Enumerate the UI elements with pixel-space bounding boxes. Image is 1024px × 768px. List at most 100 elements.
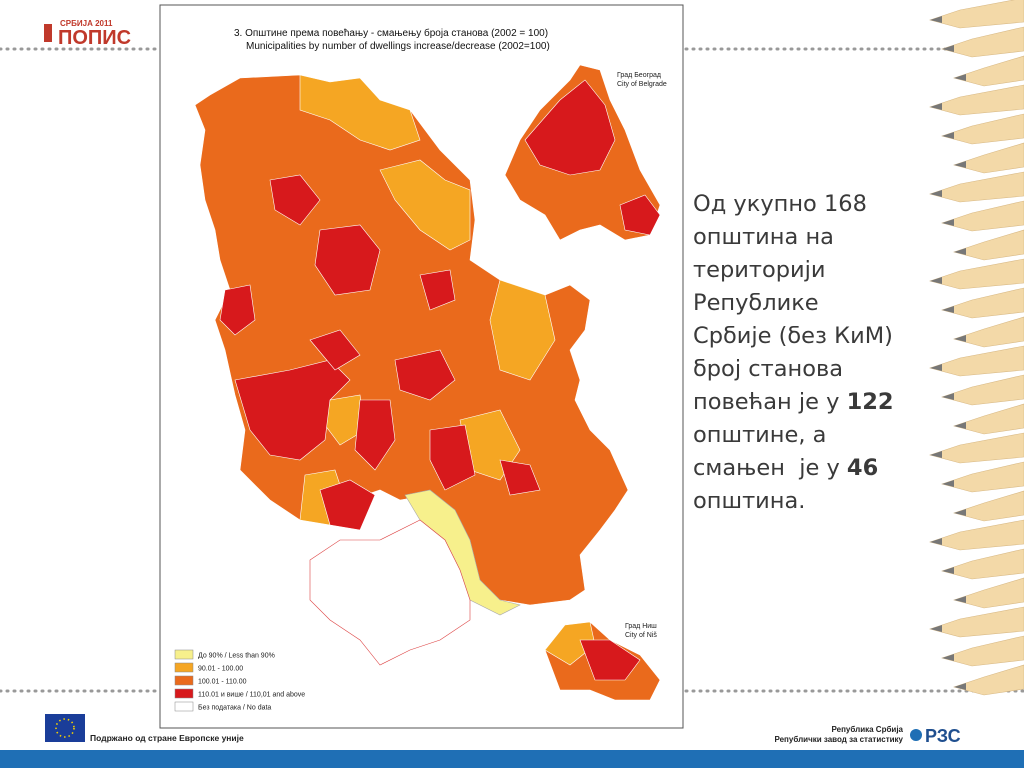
region xyxy=(299,74,421,151)
pencil xyxy=(928,171,1024,203)
pencil xyxy=(952,142,1024,174)
pencil-tip xyxy=(930,190,942,197)
map-subtitle: Municipalities by number of dwellings in… xyxy=(246,41,550,52)
pencil xyxy=(952,229,1024,261)
pencil-tip xyxy=(942,45,954,52)
pencil-tip xyxy=(954,422,966,429)
region xyxy=(419,269,456,311)
paragraph-line: смањен је у 46 xyxy=(693,452,894,485)
pencil-tip xyxy=(942,654,954,661)
pencil xyxy=(952,55,1024,87)
region xyxy=(379,159,471,251)
inset-label: City of Niš xyxy=(625,632,657,639)
legend-swatch xyxy=(174,701,194,712)
pencil xyxy=(952,316,1024,348)
pencil-tip xyxy=(942,567,954,574)
pencil xyxy=(940,374,1024,406)
region xyxy=(319,479,376,531)
region xyxy=(619,194,661,236)
region xyxy=(309,329,361,371)
legend-label: 90.01 - 100.00 xyxy=(198,666,243,673)
region xyxy=(489,279,556,381)
paragraph-line: Од укупно 168 xyxy=(693,191,867,217)
text: смањен је у xyxy=(693,455,847,481)
region xyxy=(354,399,396,471)
paragraph-line: број станова xyxy=(693,356,844,382)
pencil xyxy=(940,26,1024,58)
text: повећан је у xyxy=(693,389,847,415)
pencil xyxy=(940,548,1024,580)
region xyxy=(269,174,321,226)
eu-stars xyxy=(55,718,75,738)
pencil-tip xyxy=(930,625,942,632)
legend-label: 110.01 и више / 110,01 and above xyxy=(198,692,305,699)
paragraph-line: повећан је у 122 xyxy=(693,386,894,419)
footer-bar xyxy=(0,750,1024,768)
pencil xyxy=(928,606,1024,638)
inset-label: Град Београд xyxy=(617,72,661,79)
region xyxy=(234,359,351,461)
pencil xyxy=(940,635,1024,667)
footer-left: Подржано од стране Европске уније xyxy=(90,733,244,743)
pencil xyxy=(952,403,1024,435)
region xyxy=(314,224,381,296)
pencil xyxy=(928,258,1024,290)
region xyxy=(499,459,541,496)
pencil-tip xyxy=(954,74,966,81)
pencil-tip xyxy=(930,16,942,23)
pencil xyxy=(952,490,1024,522)
pencil-tip xyxy=(954,248,966,255)
legend-label: Без података / No data xyxy=(198,705,271,712)
pencil-tip xyxy=(954,335,966,342)
region xyxy=(524,79,616,176)
region xyxy=(544,621,596,666)
logo-icon xyxy=(44,24,52,42)
pencil xyxy=(928,0,1024,29)
paragraph-line: општина на xyxy=(693,224,834,250)
inset-label: City of Belgrade xyxy=(617,81,667,88)
paragraph: Од укупно 168 општина на територији Републи… xyxy=(693,188,894,518)
logo-top: СРБИЈА 2011 xyxy=(60,19,113,28)
map-title: 3. Општине према повећању - смањењу број… xyxy=(234,27,548,39)
paragraph-line: Републике xyxy=(693,290,819,316)
paragraph-line: општине, а xyxy=(693,422,827,448)
region xyxy=(309,519,471,666)
pencil-tip xyxy=(942,306,954,313)
footer-right: Републички завод за статистику xyxy=(774,735,903,744)
legend-swatch xyxy=(174,662,194,673)
pencil-tip xyxy=(942,132,954,139)
legend: До 90% / Less than 90% 90.01 - 100.00 100.… xyxy=(174,649,305,712)
pencil-tip xyxy=(930,277,942,284)
legend-swatch xyxy=(174,675,194,686)
pencil xyxy=(928,432,1024,464)
pencil-tip xyxy=(930,103,942,110)
pencil-tip xyxy=(954,161,966,168)
highlight-number: 122 xyxy=(846,389,894,415)
map xyxy=(194,64,661,701)
pencil-tip xyxy=(930,451,942,458)
legend-label: 100.01 - 110.00 xyxy=(198,679,247,686)
paragraph-line: територији xyxy=(693,257,826,283)
pencils xyxy=(928,0,1024,696)
pencil xyxy=(940,200,1024,232)
pencil xyxy=(928,84,1024,116)
pencil xyxy=(940,461,1024,493)
pencil-tip xyxy=(954,683,966,690)
pencil-tip xyxy=(942,480,954,487)
rzs-logo: РЗС xyxy=(925,726,961,746)
region xyxy=(394,349,456,401)
legend-label: До 90% / Less than 90% xyxy=(198,653,275,660)
pencil xyxy=(940,287,1024,319)
pencil-tip xyxy=(942,393,954,400)
pencil-tip xyxy=(930,538,942,545)
pencil-tip xyxy=(930,364,942,371)
region xyxy=(429,424,476,491)
region xyxy=(219,284,256,336)
rzs-logo-icon xyxy=(910,729,922,741)
highlight-number: 46 xyxy=(846,455,879,481)
pencil xyxy=(952,577,1024,609)
pencil xyxy=(928,345,1024,377)
pencil-tip xyxy=(954,509,966,516)
